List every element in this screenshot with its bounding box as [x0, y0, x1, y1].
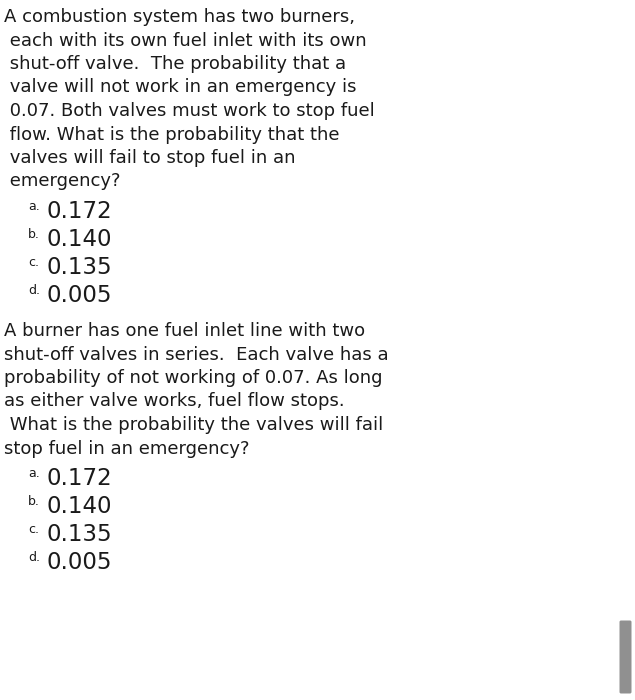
Text: 0.140: 0.140 — [46, 495, 112, 518]
Text: c.: c. — [28, 523, 39, 536]
Text: 0.140: 0.140 — [46, 228, 112, 251]
Text: each with its own fuel inlet with its own: each with its own fuel inlet with its ow… — [4, 32, 366, 50]
Text: 0.005: 0.005 — [46, 284, 112, 307]
Text: A burner has one fuel inlet line with two: A burner has one fuel inlet line with tw… — [4, 322, 365, 340]
Text: d.: d. — [28, 284, 40, 297]
Text: A combustion system has two burners,: A combustion system has two burners, — [4, 8, 355, 26]
Text: valve will not work in an emergency is: valve will not work in an emergency is — [4, 78, 356, 97]
Text: as either valve works, fuel flow stops.: as either valve works, fuel flow stops. — [4, 393, 345, 410]
Text: c.: c. — [28, 256, 39, 269]
Text: shut-off valves in series.  Each valve has a: shut-off valves in series. Each valve ha… — [4, 346, 389, 363]
FancyBboxPatch shape — [620, 620, 631, 694]
Text: d.: d. — [28, 551, 40, 564]
Text: emergency?: emergency? — [4, 172, 121, 190]
Text: stop fuel in an emergency?: stop fuel in an emergency? — [4, 440, 250, 458]
Text: a.: a. — [28, 467, 40, 480]
Text: flow. What is the probability that the: flow. What is the probability that the — [4, 125, 340, 144]
Text: 0.172: 0.172 — [46, 200, 112, 223]
Text: What is the probability the valves will fail: What is the probability the valves will … — [4, 416, 384, 434]
Text: probability of not working of 0.07. As long: probability of not working of 0.07. As l… — [4, 369, 382, 387]
Text: valves will fail to stop fuel in an: valves will fail to stop fuel in an — [4, 149, 295, 167]
Text: 0.07. Both valves must work to stop fuel: 0.07. Both valves must work to stop fuel — [4, 102, 375, 120]
Text: b.: b. — [28, 495, 40, 508]
Text: 0.172: 0.172 — [46, 467, 112, 490]
Text: 0.005: 0.005 — [46, 551, 112, 574]
Text: a.: a. — [28, 200, 40, 213]
Text: b.: b. — [28, 228, 40, 241]
Text: shut-off valve.  The probability that a: shut-off valve. The probability that a — [4, 55, 346, 73]
Text: 0.135: 0.135 — [46, 256, 112, 279]
Text: 0.135: 0.135 — [46, 523, 112, 546]
